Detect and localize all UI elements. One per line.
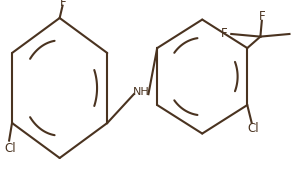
Text: Cl: Cl (5, 142, 16, 155)
Text: Cl: Cl (247, 122, 259, 135)
Text: F: F (221, 27, 227, 40)
Text: F: F (60, 0, 66, 9)
Text: F: F (258, 10, 265, 23)
Text: NH: NH (133, 87, 150, 96)
